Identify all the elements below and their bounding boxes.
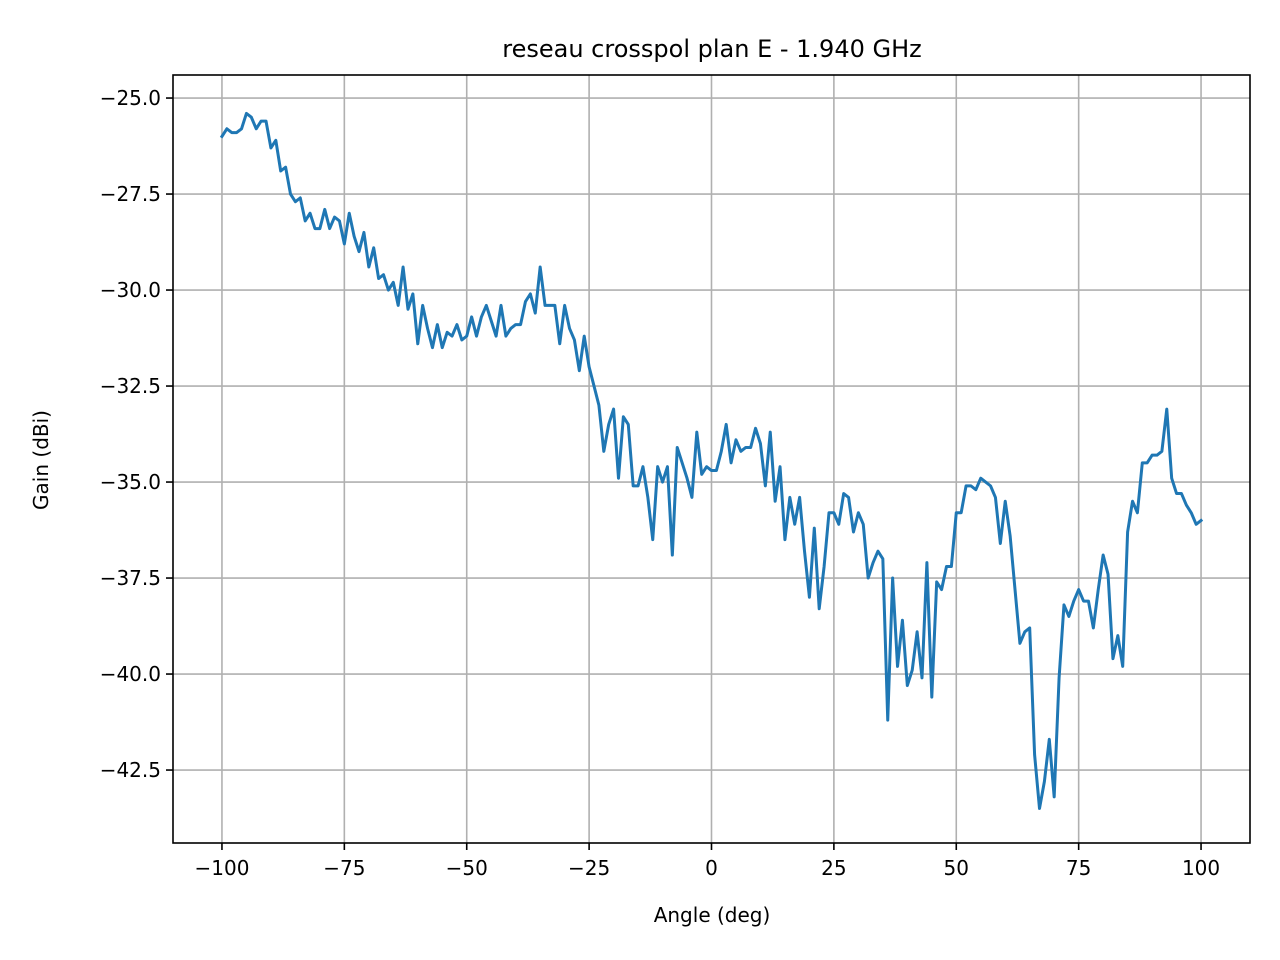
gain-series-line bbox=[219, 111, 1204, 810]
x-tick-label: −100 bbox=[194, 856, 249, 880]
x-tick-label: 25 bbox=[821, 856, 846, 880]
x-tick-label: 75 bbox=[1066, 856, 1091, 880]
x-tick-label: 0 bbox=[705, 856, 718, 880]
axis-ticks: −100 −75 −50 −25 0 25 50 75 100 −25.0 −27.5 −30.0 −3… bbox=[100, 86, 1220, 880]
x-tick-label: −75 bbox=[323, 856, 365, 880]
y-tick-label: −40.0 bbox=[100, 662, 161, 686]
y-tick-label: −35.0 bbox=[100, 470, 161, 494]
x-axis-label: Angle (deg) bbox=[654, 903, 771, 927]
y-tick-label: −42.5 bbox=[100, 758, 161, 782]
x-tick-label: 100 bbox=[1182, 856, 1220, 880]
y-tick-label: −32.5 bbox=[100, 374, 161, 398]
x-tick-label: −25 bbox=[568, 856, 610, 880]
y-axis-label: Gain (dBi) bbox=[29, 410, 53, 510]
grid bbox=[173, 75, 1250, 843]
y-tick-label: −37.5 bbox=[100, 566, 161, 590]
chart-title: reseau crosspol plan E - 1.940 GHz bbox=[502, 35, 921, 63]
y-tick-label: −25.0 bbox=[100, 86, 161, 110]
x-tick-label: −50 bbox=[446, 856, 488, 880]
series-layer bbox=[219, 111, 1204, 810]
y-tick-label: −30.0 bbox=[100, 278, 161, 302]
x-tick-label: 50 bbox=[944, 856, 969, 880]
y-tick-label: −27.5 bbox=[100, 182, 161, 206]
